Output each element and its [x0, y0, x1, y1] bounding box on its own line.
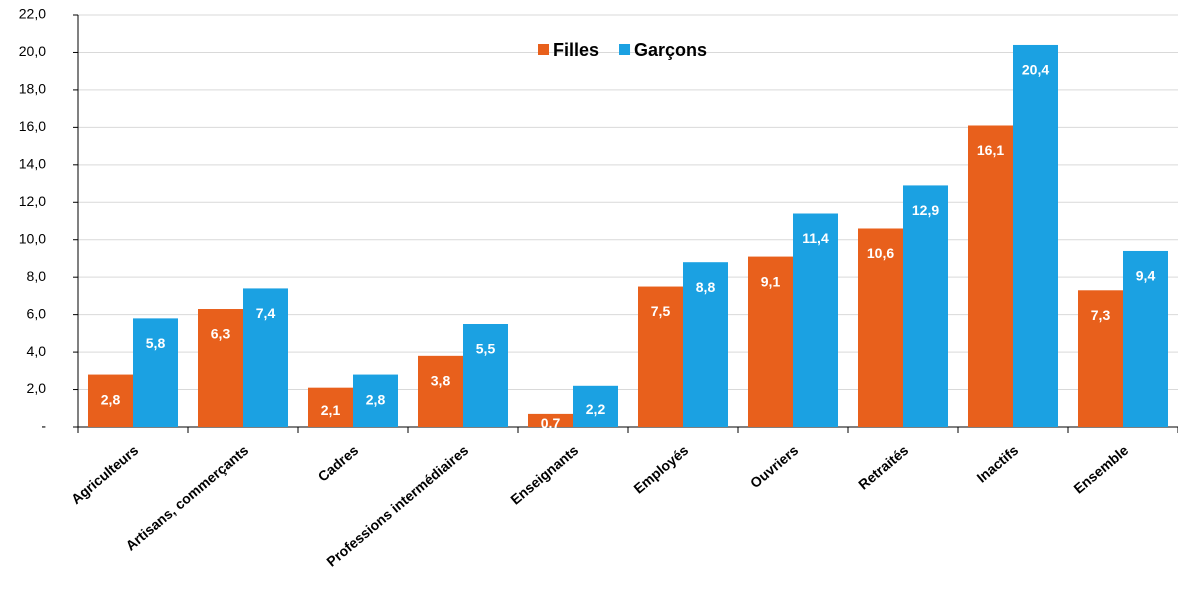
value-label: 2,2: [586, 401, 606, 417]
bar: [1123, 250, 1168, 427]
y-tick-label: 22,0: [19, 6, 46, 22]
bar: [353, 374, 398, 427]
value-label: 2,8: [366, 391, 386, 407]
x-tick-label: Retraités: [855, 442, 911, 493]
x-tick-label: Artisans, commerçants: [122, 442, 251, 554]
value-label: 5,5: [476, 341, 496, 357]
x-tick-label: Ensemble: [1070, 442, 1131, 497]
y-tick-label: 2,0: [27, 380, 47, 396]
legend-label: Garçons: [634, 40, 707, 60]
y-tick-label: 6,0: [27, 305, 47, 321]
x-tick-label: Agriculteurs: [68, 442, 142, 507]
bar: [463, 324, 508, 427]
y-tick-label: 4,0: [27, 343, 47, 359]
bar: [573, 385, 618, 427]
value-label: 7,4: [256, 305, 276, 321]
x-tick-label: Cadres: [315, 442, 362, 485]
value-label: 9,1: [761, 273, 781, 289]
y-tick-label: 20,0: [19, 43, 46, 59]
legend-swatch: [619, 44, 631, 55]
value-label: 12,9: [912, 202, 939, 218]
y-tick-label: 14,0: [19, 156, 46, 172]
y-tick-label: 16,0: [19, 118, 46, 134]
bar: [133, 318, 178, 427]
bar: [308, 387, 353, 427]
x-tick-label: Employés: [630, 442, 691, 497]
y-tick-label: 12,0: [19, 193, 46, 209]
bar: [683, 262, 728, 427]
y-tick-label: 8,0: [27, 268, 47, 284]
bar: [1078, 290, 1123, 427]
y-tick-label: 10,0: [19, 230, 46, 246]
bar: [793, 213, 838, 427]
bar: [903, 185, 948, 427]
legend-swatch: [538, 44, 549, 55]
value-label: 3,8: [431, 373, 451, 389]
y-tick-label: -: [41, 418, 46, 434]
value-label: 7,5: [651, 303, 671, 319]
bar: [198, 309, 243, 427]
value-label: 9,4: [1136, 268, 1156, 284]
y-tick-label: 18,0: [19, 81, 46, 97]
bar: [243, 288, 288, 427]
legend-label: Filles: [553, 40, 599, 60]
value-label: 0,7: [541, 415, 561, 431]
value-label: 5,8: [146, 335, 166, 351]
value-label: 16,1: [977, 142, 1004, 158]
value-label: 11,4: [802, 230, 829, 246]
bar: [418, 355, 463, 427]
x-tick-label: Enseignants: [507, 442, 581, 508]
x-tick-label: Inactifs: [973, 442, 1021, 486]
bar: [858, 228, 903, 427]
bar: [748, 256, 793, 427]
value-label: 8,8: [696, 279, 716, 295]
bar: [638, 286, 683, 427]
value-label: 2,8: [101, 391, 121, 407]
bar: [968, 125, 1013, 427]
value-label: 20,4: [1022, 62, 1049, 78]
value-label: 7,3: [1091, 307, 1111, 323]
bar: [1013, 44, 1058, 428]
value-label: 6,3: [211, 326, 231, 342]
x-tick-label: Ouvriers: [747, 442, 802, 491]
bar: [88, 374, 133, 427]
value-label: 2,1: [321, 402, 341, 418]
bar: [528, 413, 573, 427]
value-label: 10,6: [867, 245, 894, 261]
